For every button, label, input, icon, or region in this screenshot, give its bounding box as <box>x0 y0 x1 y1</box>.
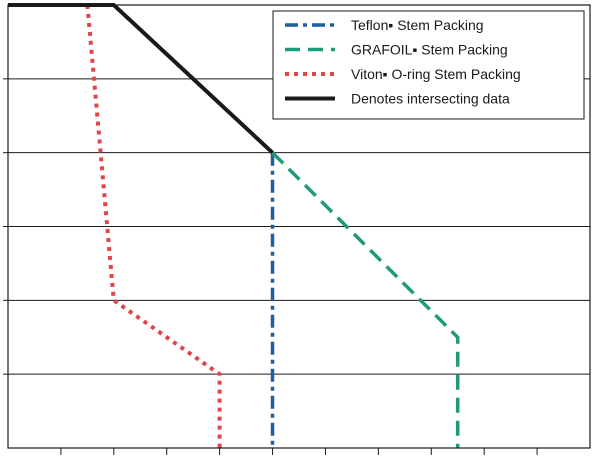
series-line-1 <box>271 151 460 448</box>
legend-label-2: Viton▪ O-ring Stem Packing <box>351 66 521 82</box>
legend-label-1: GRAFOIL▪ Stem Packing <box>351 42 508 58</box>
gridlines <box>8 78 590 375</box>
legend-label-3: Denotes intersecting data <box>351 91 510 107</box>
legend: Teflon▪ Stem Packing GRAFOIL▪ Stem Packin… <box>272 10 585 120</box>
series-line-2 <box>85 4 222 448</box>
axis-ticks <box>3 78 538 455</box>
legend-box <box>272 10 585 120</box>
legend-label-0: Teflon▪ Stem Packing <box>351 17 484 33</box>
